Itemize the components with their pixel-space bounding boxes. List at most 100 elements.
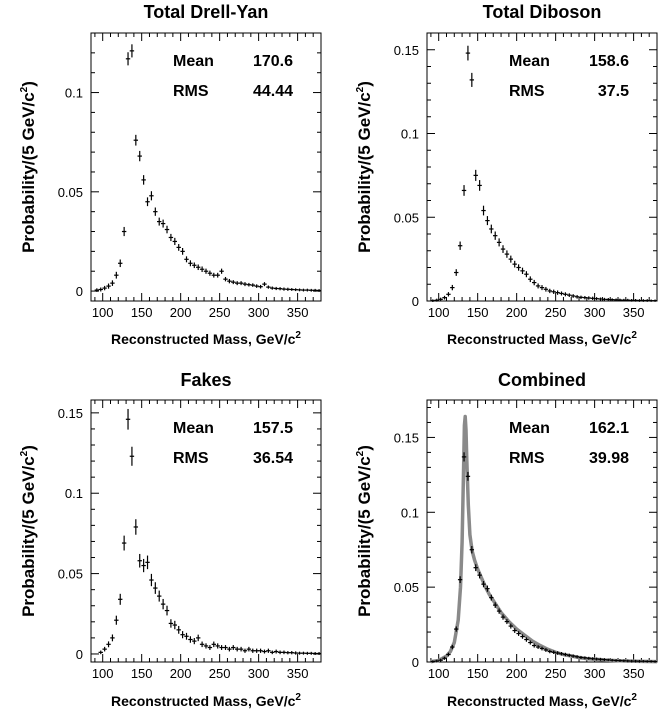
- y-tick-label: 0.05: [394, 210, 419, 225]
- data-point: [539, 285, 545, 291]
- data-point: [305, 651, 310, 655]
- data-point: [277, 287, 283, 291]
- data-point: [645, 660, 650, 663]
- data-point: [168, 233, 174, 242]
- data-point: [621, 298, 627, 302]
- data-point: [270, 286, 275, 290]
- data-point: [250, 283, 255, 287]
- data-point: [157, 590, 162, 602]
- data-point: [254, 648, 259, 653]
- data-point: [168, 619, 174, 628]
- data-point: [106, 283, 111, 289]
- data-point: [153, 582, 158, 594]
- data-point: [285, 651, 291, 655]
- data-point: [180, 247, 185, 255]
- data-point: [219, 268, 224, 274]
- y-tick-label: 0: [412, 294, 419, 309]
- data-point: [110, 280, 115, 286]
- y-tick-label: 0.15: [394, 430, 419, 445]
- data-point: [629, 298, 634, 302]
- data-point: [238, 646, 244, 652]
- data-point: [188, 260, 193, 267]
- data-point: [535, 645, 541, 649]
- x-tick-label: 150: [131, 666, 153, 681]
- data-point: [94, 288, 100, 292]
- chart-panel-2: Fakes 100 150 200 250 300 350 0 0.05 0.1 0.15 Recon…: [19, 370, 322, 709]
- data-point: [637, 299, 642, 302]
- y-tick-label: 0: [412, 655, 419, 670]
- data-point: [118, 259, 123, 268]
- data-point: [563, 652, 568, 657]
- data-point: [250, 648, 255, 653]
- data-point: [641, 660, 646, 663]
- data-point: [559, 291, 564, 296]
- y-tick-label: 0: [76, 647, 83, 662]
- data-point: [160, 219, 166, 228]
- data-point: [227, 278, 232, 284]
- stat-value: 162.1: [589, 420, 629, 437]
- data-point: [293, 651, 298, 655]
- data-point: [184, 256, 189, 263]
- data-point: [516, 631, 521, 636]
- data-point: [528, 276, 533, 283]
- data-point: [602, 658, 607, 662]
- data-point: [129, 446, 135, 466]
- data-point: [602, 297, 607, 301]
- stat-label: Mean: [509, 420, 550, 437]
- data-point: [637, 659, 642, 663]
- data-point: [207, 645, 213, 650]
- data-point: [199, 641, 205, 648]
- data-point: [496, 608, 502, 614]
- data-point: [450, 644, 455, 650]
- data-point: [578, 655, 584, 660]
- stat-value: 158.6: [589, 53, 629, 70]
- x-tick-label: 300: [248, 305, 270, 320]
- stat-value: 44.44: [253, 83, 293, 100]
- data-point: [234, 281, 240, 286]
- data-point: [430, 660, 436, 663]
- data-point: [246, 646, 252, 652]
- x-tick-label: 100: [92, 305, 114, 320]
- data-point: [473, 169, 478, 181]
- data-point: [434, 298, 439, 302]
- data-point: [543, 286, 549, 292]
- x-tick-label: 200: [170, 305, 192, 320]
- x-tick-label: 200: [170, 666, 192, 681]
- data-point: [118, 593, 123, 605]
- data-point: [520, 634, 525, 639]
- data-point: [454, 626, 459, 632]
- data-point: [199, 266, 205, 273]
- x-tick-label: 350: [287, 305, 309, 320]
- y-tick-label: 0.05: [58, 567, 83, 582]
- data-point: [524, 637, 529, 642]
- x-tick-label: 250: [209, 305, 231, 320]
- data-point: [629, 659, 634, 663]
- data-point: [516, 264, 521, 271]
- data-point: [606, 297, 611, 301]
- data-point: [211, 272, 216, 278]
- data-point: [231, 645, 236, 650]
- data-point: [489, 224, 494, 234]
- data-point: [450, 284, 455, 291]
- data-point: [180, 631, 185, 639]
- data-point: [301, 288, 306, 292]
- data-point: [500, 614, 506, 620]
- y-tick-label: 0.15: [394, 43, 419, 58]
- data-point: [438, 297, 443, 301]
- data-point: [613, 298, 619, 302]
- data-point: [481, 205, 486, 216]
- x-tick-label: 150: [131, 305, 153, 320]
- x-tick-label: 250: [545, 666, 567, 681]
- data-point: [297, 288, 302, 292]
- x-tick-label: 300: [248, 666, 270, 681]
- data-point: [184, 632, 189, 640]
- data-point: [625, 298, 630, 302]
- data-point: [594, 297, 599, 301]
- data-point: [567, 653, 572, 657]
- data-point: [223, 276, 228, 282]
- data-point: [309, 651, 314, 655]
- data-point: [617, 659, 623, 662]
- y-tick-label: 0.05: [58, 185, 83, 200]
- data-point: [316, 651, 322, 655]
- data-point: [457, 241, 463, 250]
